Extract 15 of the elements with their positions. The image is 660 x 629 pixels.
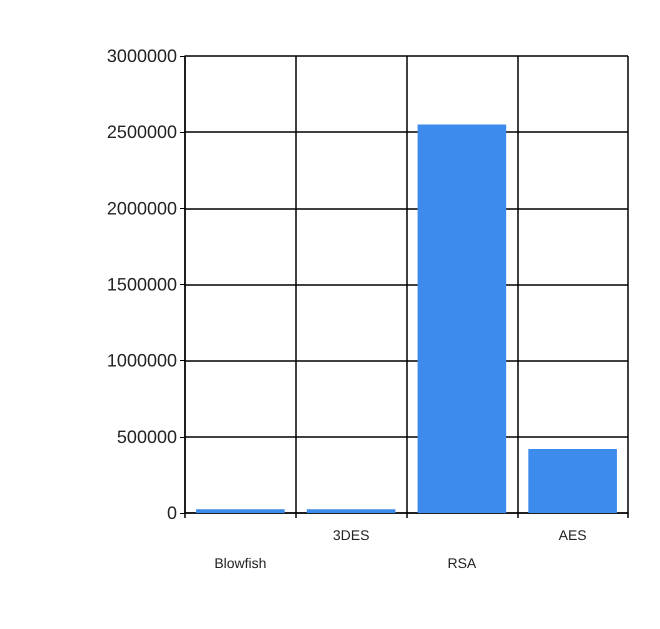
y-tick-label: 3000000: [106, 46, 177, 66]
y-tick-label: 2000000: [106, 198, 177, 218]
bar: [196, 509, 285, 513]
x-tick-label: RSA: [447, 555, 477, 571]
y-tick-label: 2500000: [106, 122, 177, 142]
x-tick-label: 3DES: [332, 527, 370, 543]
y-tick-label: 1000000: [106, 350, 177, 371]
y-tick-label: 1500000: [106, 274, 177, 294]
x-tick-label: Blowfish: [214, 555, 266, 571]
bar: [418, 124, 506, 513]
y-tick-label: 500000: [116, 426, 177, 447]
y-tick-label: 0: [166, 503, 177, 523]
bar: [306, 509, 396, 513]
bar: [528, 449, 617, 513]
x-tick-label: AES: [558, 527, 587, 543]
